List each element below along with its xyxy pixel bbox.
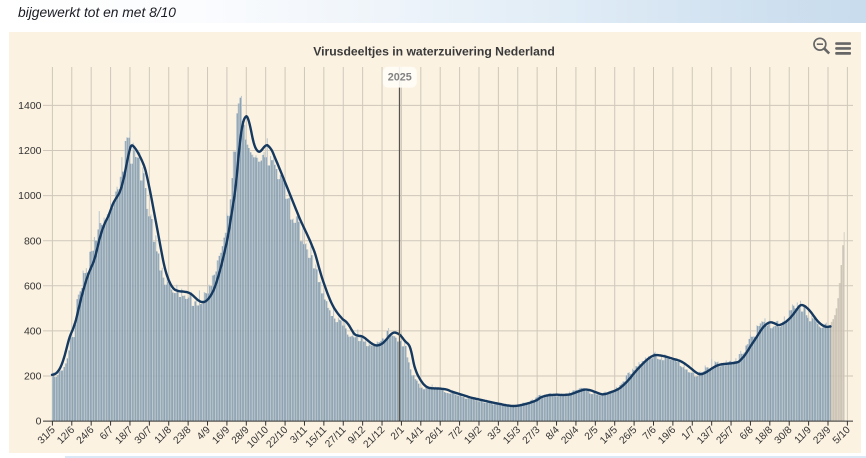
svg-text:13/7: 13/7: [695, 425, 717, 447]
svg-text:23/9: 23/9: [812, 425, 834, 447]
svg-text:15/3: 15/3: [501, 425, 523, 447]
svg-text:1000: 1000: [18, 190, 42, 202]
svg-text:14/1: 14/1: [404, 425, 426, 447]
svg-text:800: 800: [24, 235, 42, 247]
svg-text:30/7: 30/7: [133, 425, 155, 447]
svg-text:11/9: 11/9: [793, 425, 814, 446]
svg-text:19/2: 19/2: [463, 425, 485, 447]
svg-text:Virusdeeltjes in waterzuiverin: Virusdeeltjes in waterzuivering Nederlan…: [313, 45, 555, 59]
svg-text:5/10: 5/10: [831, 425, 853, 447]
svg-text:200: 200: [24, 371, 42, 383]
svg-text:27/11: 27/11: [323, 425, 349, 451]
svg-text:26/1: 26/1: [424, 425, 446, 447]
svg-text:2025: 2025: [388, 72, 412, 84]
svg-text:11/8: 11/8: [153, 425, 174, 446]
svg-text:31/5: 31/5: [36, 425, 58, 447]
svg-text:23/8: 23/8: [172, 425, 194, 447]
svg-text:1400: 1400: [18, 100, 42, 112]
svg-text:22/10: 22/10: [265, 425, 291, 451]
svg-text:27/3: 27/3: [521, 425, 543, 447]
svg-text:14/5: 14/5: [598, 425, 620, 447]
svg-text:16/9: 16/9: [210, 425, 232, 447]
svg-text:25/7: 25/7: [715, 425, 737, 447]
svg-text:24/6: 24/6: [75, 425, 97, 447]
svg-text:18/8: 18/8: [753, 425, 775, 447]
svg-text:20/4: 20/4: [559, 425, 581, 447]
svg-text:600: 600: [24, 280, 42, 292]
svg-text:18/7: 18/7: [113, 425, 135, 447]
svg-text:400: 400: [24, 326, 42, 338]
svg-text:12/6: 12/6: [55, 425, 77, 447]
svg-text:30/8: 30/8: [773, 425, 795, 447]
svg-text:15/11: 15/11: [304, 425, 330, 451]
svg-text:0: 0: [36, 416, 42, 428]
svg-text:1200: 1200: [18, 145, 42, 157]
svg-text:26/5: 26/5: [618, 425, 640, 447]
svg-text:19/6: 19/6: [656, 425, 678, 447]
svg-text:21/12: 21/12: [362, 425, 388, 451]
